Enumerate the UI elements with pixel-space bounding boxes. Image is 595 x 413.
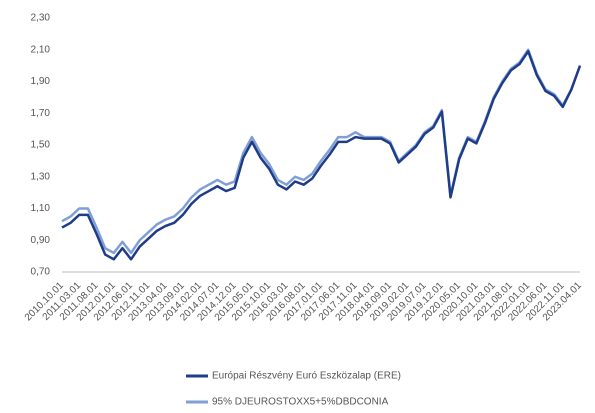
series-line [61, 50, 582, 261]
y-tick-label: 0,90 [31, 235, 51, 246]
y-tick-label: 1,10 [31, 203, 51, 214]
legend-label: Európai Részvény Euró Eszközalap (ERE) [212, 371, 401, 382]
y-tick-label: 1,90 [31, 76, 51, 87]
y-tick-label: 2,10 [31, 44, 51, 55]
y-tick-label: 1,70 [31, 108, 51, 119]
y-tick-label: 1,50 [31, 140, 51, 151]
legend-label: 95% DJEUROSTOXX5+5%DBDCONIA [212, 397, 389, 408]
y-tick-label: 1,30 [31, 171, 51, 182]
series-line [61, 48, 582, 255]
y-tick-label: 0,70 [31, 267, 51, 278]
y-tick-label: 2,30 [31, 13, 51, 24]
